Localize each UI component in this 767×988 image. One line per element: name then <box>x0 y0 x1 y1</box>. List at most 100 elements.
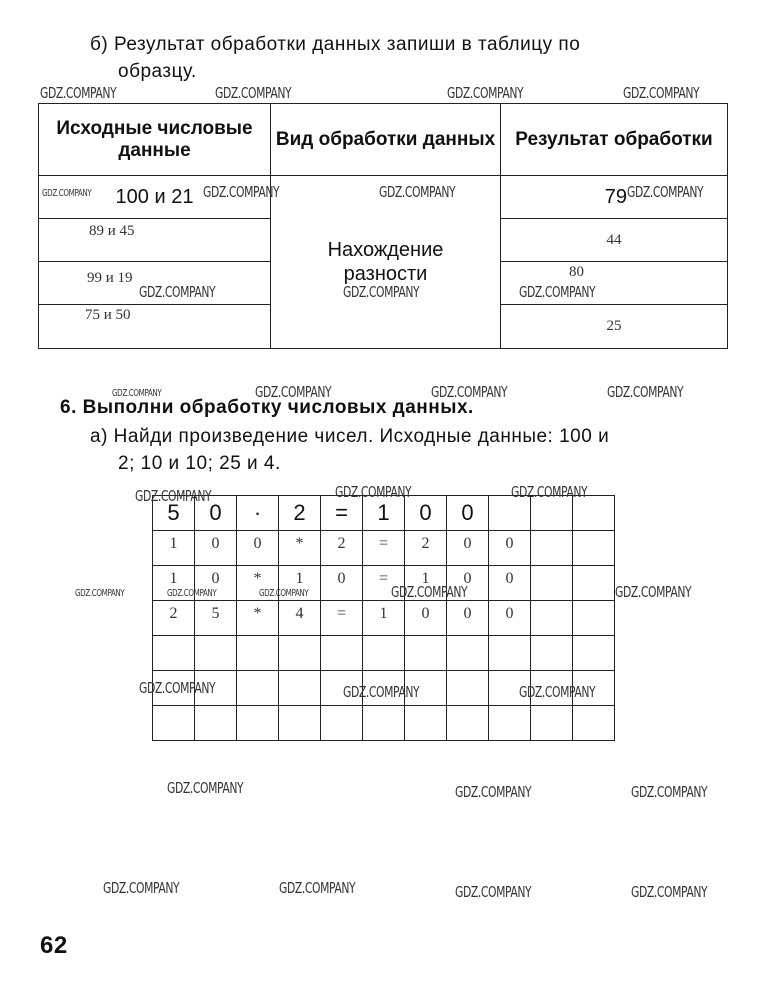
grid-cell <box>531 496 573 531</box>
grid-cell <box>153 706 195 741</box>
grid-cell: 0 <box>195 496 237 531</box>
grid-cell <box>405 636 447 671</box>
grid-cell: 0 <box>489 566 531 601</box>
grid-cell <box>195 636 237 671</box>
task-b-text-cont: образцу. <box>118 61 197 82</box>
grid-cell: 0 <box>489 601 531 636</box>
watermark: GDZ.COMPANY <box>279 879 356 897</box>
grid-cell <box>489 636 531 671</box>
answer-grid: 5 0 · 2 = 1 0 0 1 0 0 * 2 = 2 0 0 1 0 * 1 0 = 1 0 0 2 5 * 4 = 1 0 0 0 <box>152 495 615 741</box>
watermark: GDZ.COMPANY <box>623 84 700 102</box>
grid-cell <box>573 706 615 741</box>
grid-cell <box>405 706 447 741</box>
header-input: Исходные числовые данные <box>38 103 271 176</box>
grid-cell <box>279 706 321 741</box>
watermark: GDZ.COMPANY <box>139 283 216 301</box>
operation-cell: Нахождение разности <box>270 175 501 349</box>
watermark: GDZ.COMPANY <box>511 483 588 501</box>
grid-cell: 0 <box>489 531 531 566</box>
grid-cell <box>279 671 321 706</box>
grid-cell <box>573 671 615 706</box>
grid-cell: 1 <box>153 531 195 566</box>
watermark: GDZ.COMPANY <box>519 683 596 701</box>
grid-cell: 2 <box>321 531 363 566</box>
watermark: GDZ.COMPANY <box>431 383 508 401</box>
grid-cell <box>573 636 615 671</box>
grid-cell <box>447 671 489 706</box>
input-cell: 100 и 21 <box>38 175 271 219</box>
result-cell: 25 <box>500 304 728 349</box>
grid-cell: * <box>237 601 279 636</box>
watermark: GDZ.COMPANY <box>215 84 292 102</box>
header-operation: Вид обработки данных <box>270 103 501 176</box>
grid-cell: = <box>363 531 405 566</box>
watermark: GDZ.COMPANY <box>631 883 708 901</box>
grid-cell: 0 <box>321 566 363 601</box>
grid-cell <box>573 531 615 566</box>
grid-cell <box>279 636 321 671</box>
grid-cell <box>153 636 195 671</box>
grid-cell: 1 <box>405 566 447 601</box>
grid-cell: * <box>279 531 321 566</box>
watermark: GDZ.COMPANY <box>112 388 162 399</box>
grid-cell: 0 <box>447 601 489 636</box>
grid-cell <box>573 566 615 601</box>
input-cell: 75 и 50 <box>38 304 271 349</box>
grid-cell <box>531 601 573 636</box>
grid-cell: 0 <box>237 531 279 566</box>
watermark: GDZ.COMPANY <box>343 283 420 301</box>
grid-cell <box>363 706 405 741</box>
grid-cell <box>321 671 363 706</box>
grid-cell: 0 <box>447 531 489 566</box>
watermark: GDZ.COMPANY <box>167 588 217 599</box>
input-cell: 89 и 45 <box>38 218 271 262</box>
grid-cell <box>153 671 195 706</box>
grid-cell: 0 <box>195 531 237 566</box>
grid-cell <box>573 601 615 636</box>
data-processing-table: Исходные числовые данные Вид обработки д… <box>38 103 728 349</box>
grid-cell: 0 <box>405 496 447 531</box>
watermark: GDZ.COMPANY <box>519 283 596 301</box>
grid-cell <box>363 636 405 671</box>
grid-cell: 2 <box>279 496 321 531</box>
grid-cell <box>489 706 531 741</box>
watermark: GDZ.COMPANY <box>42 188 92 199</box>
task-6-title: 6. Выполни обработку числовых данных. <box>60 397 474 419</box>
watermark: GDZ.COMPANY <box>135 487 212 505</box>
watermark: GDZ.COMPANY <box>139 679 216 697</box>
grid-cell: · <box>237 496 279 531</box>
task-6a-text: а) Найди произведение чисел. Исходные да… <box>90 426 610 447</box>
grid-cell <box>321 706 363 741</box>
result-cell: 80 <box>500 261 728 305</box>
watermark: GDZ.COMPANY <box>455 883 532 901</box>
grid-cell <box>195 706 237 741</box>
watermark: GDZ.COMPANY <box>455 783 532 801</box>
grid-cell: 1 <box>363 601 405 636</box>
grid-cell <box>531 671 573 706</box>
grid-cell: 1 <box>279 566 321 601</box>
grid-cell <box>447 636 489 671</box>
grid-cell: 2 <box>153 601 195 636</box>
grid-cell <box>237 636 279 671</box>
grid-cell <box>531 706 573 741</box>
grid-cell <box>447 706 489 741</box>
grid-cell: 0 <box>405 601 447 636</box>
task-b-text: б) Результат обработки данных запиши в т… <box>90 34 581 55</box>
watermark: GDZ.COMPANY <box>627 183 704 201</box>
grid-cell <box>321 636 363 671</box>
result-cell: 79 <box>500 175 728 219</box>
grid-cell: 0 <box>447 496 489 531</box>
watermark: GDZ.COMPANY <box>40 84 117 102</box>
grid-cell: 4 <box>279 601 321 636</box>
watermark: GDZ.COMPANY <box>447 84 524 102</box>
watermark: GDZ.COMPANY <box>103 879 180 897</box>
task-6a-text-cont: 2; 10 и 10; 25 и 4. <box>118 453 281 474</box>
grid-cell: 5 <box>195 601 237 636</box>
watermark: GDZ.COMPANY <box>391 583 468 601</box>
watermark: GDZ.COMPANY <box>343 683 420 701</box>
watermark: GDZ.COMPANY <box>255 383 332 401</box>
grid-cell <box>489 496 531 531</box>
watermark: GDZ.COMPANY <box>379 183 456 201</box>
watermark: GDZ.COMPANY <box>75 588 125 599</box>
